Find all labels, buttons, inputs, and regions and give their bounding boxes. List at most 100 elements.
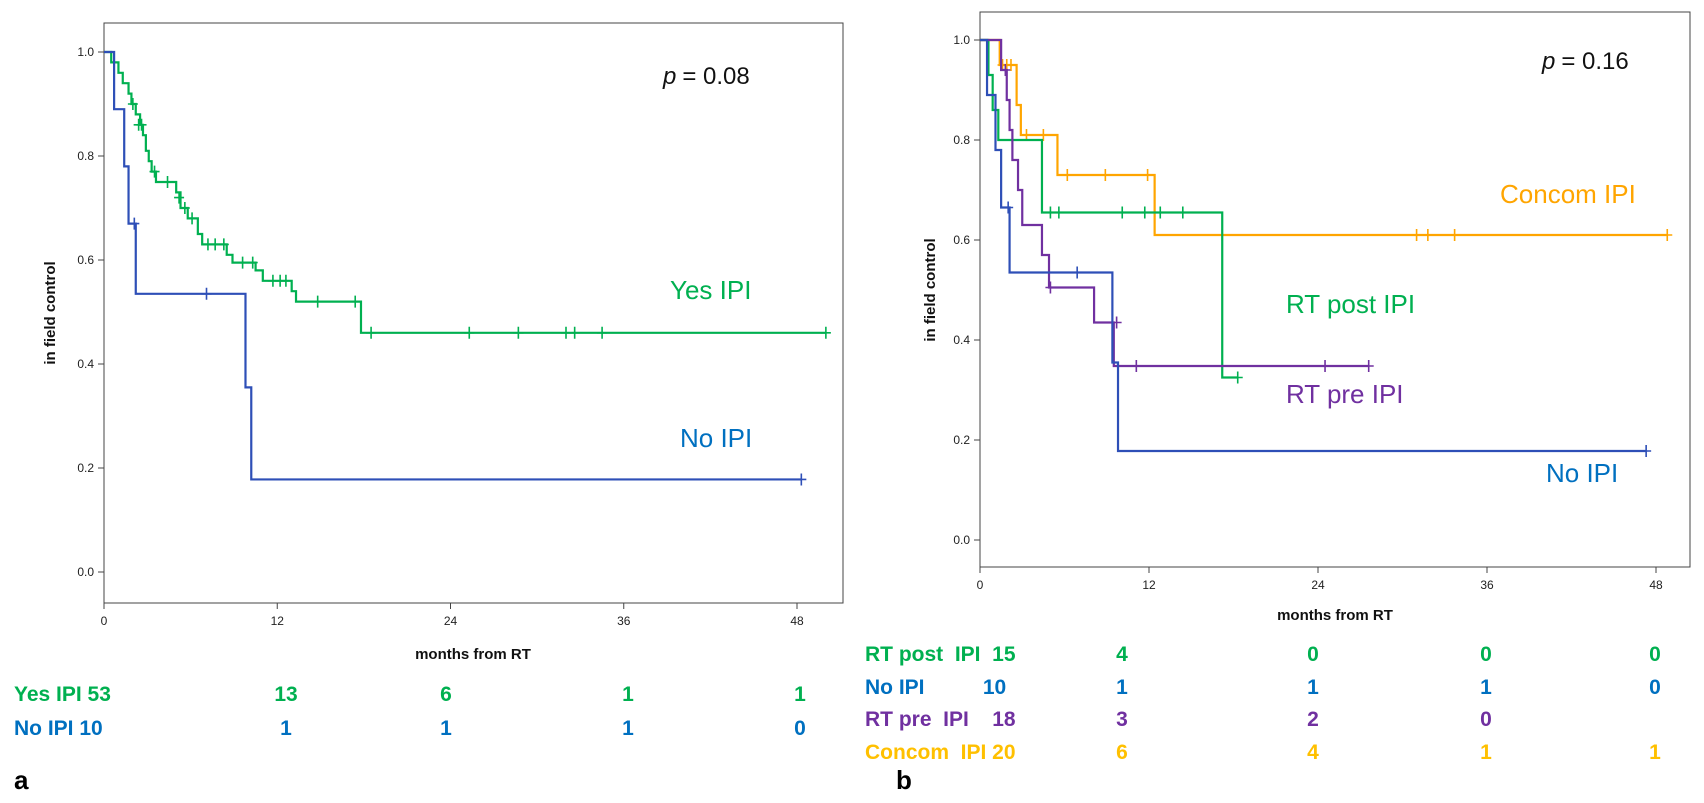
censor-mark — [513, 326, 524, 339]
censor-mark — [1038, 129, 1049, 141]
risk-count: 0 — [1307, 643, 1319, 666]
censor-mark — [561, 326, 571, 339]
risk-count: 0 — [1480, 708, 1492, 731]
risk-count: 1 — [1480, 676, 1492, 699]
y-tick-label: 0.6 — [77, 253, 94, 267]
series-label-no-ipi-a: No IPI — [680, 423, 752, 453]
series-label-rt-post-ipi-b: RT post IPI — [1286, 289, 1415, 319]
plot-frame-b — [979, 11, 1691, 568]
risk-count: 0 — [794, 717, 806, 740]
risk-count: 1 — [794, 683, 806, 706]
censor-mark — [127, 98, 138, 110]
km-curve-rt-post-ipi — [980, 38, 1238, 379]
x-tick-label: 48 — [1649, 578, 1663, 592]
y-tick-label: 0.0 — [953, 533, 970, 547]
x-tick-label: 36 — [1480, 578, 1494, 592]
risk-table-b: RT post IPI 15 4 0 0 0 No IPI 10 1 1 1 0 RT pre IP… — [865, 643, 1661, 764]
censor-mark — [1005, 59, 1016, 71]
risk-count: 1 — [1649, 741, 1661, 764]
x-tick-label: 0 — [101, 614, 108, 628]
risk-count: 1 — [1480, 741, 1492, 764]
axes-b: 0 12 24 36 48 0.0 0.2 0.4 0.6 0.8 1.0 — [953, 33, 1663, 592]
x-tick-label: 12 — [271, 614, 285, 628]
series-label-rt-pre-ipi-b: RT pre IPI — [1286, 379, 1404, 409]
km-curve-concom-ipi — [980, 38, 1668, 237]
risk-count: 6 — [1116, 741, 1128, 764]
risk-count: 13 — [274, 683, 297, 706]
censor-mark — [179, 202, 190, 214]
x-axis-label-b: months from RT — [1277, 607, 1393, 624]
p-symbol-b: p — [1541, 48, 1555, 75]
censor-mark — [129, 217, 140, 230]
risk-row-label: Concom IPI 20 — [865, 741, 1016, 764]
censor-mark — [597, 326, 608, 339]
km-curve-rt-pre-ipi — [980, 38, 1369, 368]
censor-mark — [1062, 169, 1073, 181]
censor-mark — [1072, 266, 1083, 279]
y-tick-label: 0.8 — [953, 133, 970, 147]
censor-mark — [162, 176, 173, 188]
censor-mark — [1411, 229, 1422, 241]
censor-mark — [1363, 360, 1374, 372]
risk-count: 1 — [1307, 676, 1319, 699]
p-value-b: p = 0.16 — [1541, 48, 1629, 75]
y-tick-label: 0.4 — [953, 333, 970, 347]
censor-mark — [1155, 206, 1166, 219]
censor-mark — [312, 295, 323, 308]
x-tick-label: 36 — [617, 614, 631, 628]
y-tick-label: 0.2 — [953, 433, 970, 447]
censor-mark — [796, 473, 807, 486]
series-label-no-ipi-b: No IPI — [1546, 458, 1618, 488]
censor-mark — [1422, 229, 1433, 241]
risk-count: 0 — [1649, 643, 1661, 666]
risk-count: 1 — [622, 717, 634, 740]
y-tick-label: 1.0 — [953, 33, 970, 47]
censor-mark — [136, 118, 147, 131]
x-tick-label: 48 — [790, 614, 804, 628]
risk-count: 1 — [440, 717, 452, 740]
risk-row-label: RT pre IPI 18 — [865, 708, 1016, 731]
censor-mark — [174, 191, 185, 204]
censor-mark — [1641, 445, 1652, 457]
p-symbol-a: p — [662, 63, 676, 90]
risk-count: 0 — [1649, 676, 1661, 699]
risk-count: 0 — [1480, 643, 1492, 666]
censor-mark — [1003, 201, 1014, 214]
risk-row-label: Yes IPI 53 — [14, 683, 111, 706]
x-tick-label: 12 — [1142, 578, 1156, 592]
censor-mark — [1177, 206, 1188, 219]
censor-mark — [1000, 64, 1011, 76]
panel-a: 0 12 24 36 48 0.0 0.2 0.4 0.6 0.8 1.0 months from … — [14, 22, 844, 795]
censor-mark — [1142, 169, 1153, 181]
y-tick-label: 0.4 — [77, 357, 94, 371]
y-tick-label: 0.2 — [77, 461, 94, 475]
y-tick-label: 0.0 — [77, 565, 94, 579]
risk-count: 1 — [1116, 676, 1128, 699]
x-axis-label-a: months from RT — [415, 646, 531, 663]
censor-mark — [464, 326, 475, 339]
censor-mark — [350, 295, 361, 308]
series-label-yes-ipi-a: Yes IPI — [670, 275, 751, 305]
censor-mark — [1045, 281, 1056, 294]
risk-count: 2 — [1307, 708, 1319, 731]
censor-mark — [1045, 206, 1056, 219]
p-value-a: p = 0.08 — [662, 63, 750, 90]
x-tick-label: 24 — [1311, 578, 1325, 592]
risk-table-a: Yes IPI 53 13 6 1 1 No IPI 10 1 1 1 0 — [14, 683, 806, 740]
censor-mark — [149, 165, 160, 178]
risk-row-label: No IPI 10 — [14, 717, 103, 740]
panel-label-b: b — [896, 765, 912, 795]
censor-mark — [820, 326, 831, 339]
censor-mark — [210, 238, 221, 251]
censor-mark — [237, 256, 248, 269]
risk-count: 3 — [1116, 708, 1128, 731]
risk-count: 1 — [622, 683, 634, 706]
censor-mark — [1662, 229, 1673, 241]
axes-a: 0 12 24 36 48 0.0 0.2 0.4 0.6 0.8 1.0 — [77, 45, 804, 628]
censor-mark — [201, 287, 212, 300]
series-b — [980, 38, 1673, 457]
risk-count: 1 — [280, 717, 292, 740]
panel-b: 0 12 24 36 480.00.20.40.60.81.0 months from … — [865, 11, 1691, 795]
censor-mark — [1449, 229, 1460, 241]
